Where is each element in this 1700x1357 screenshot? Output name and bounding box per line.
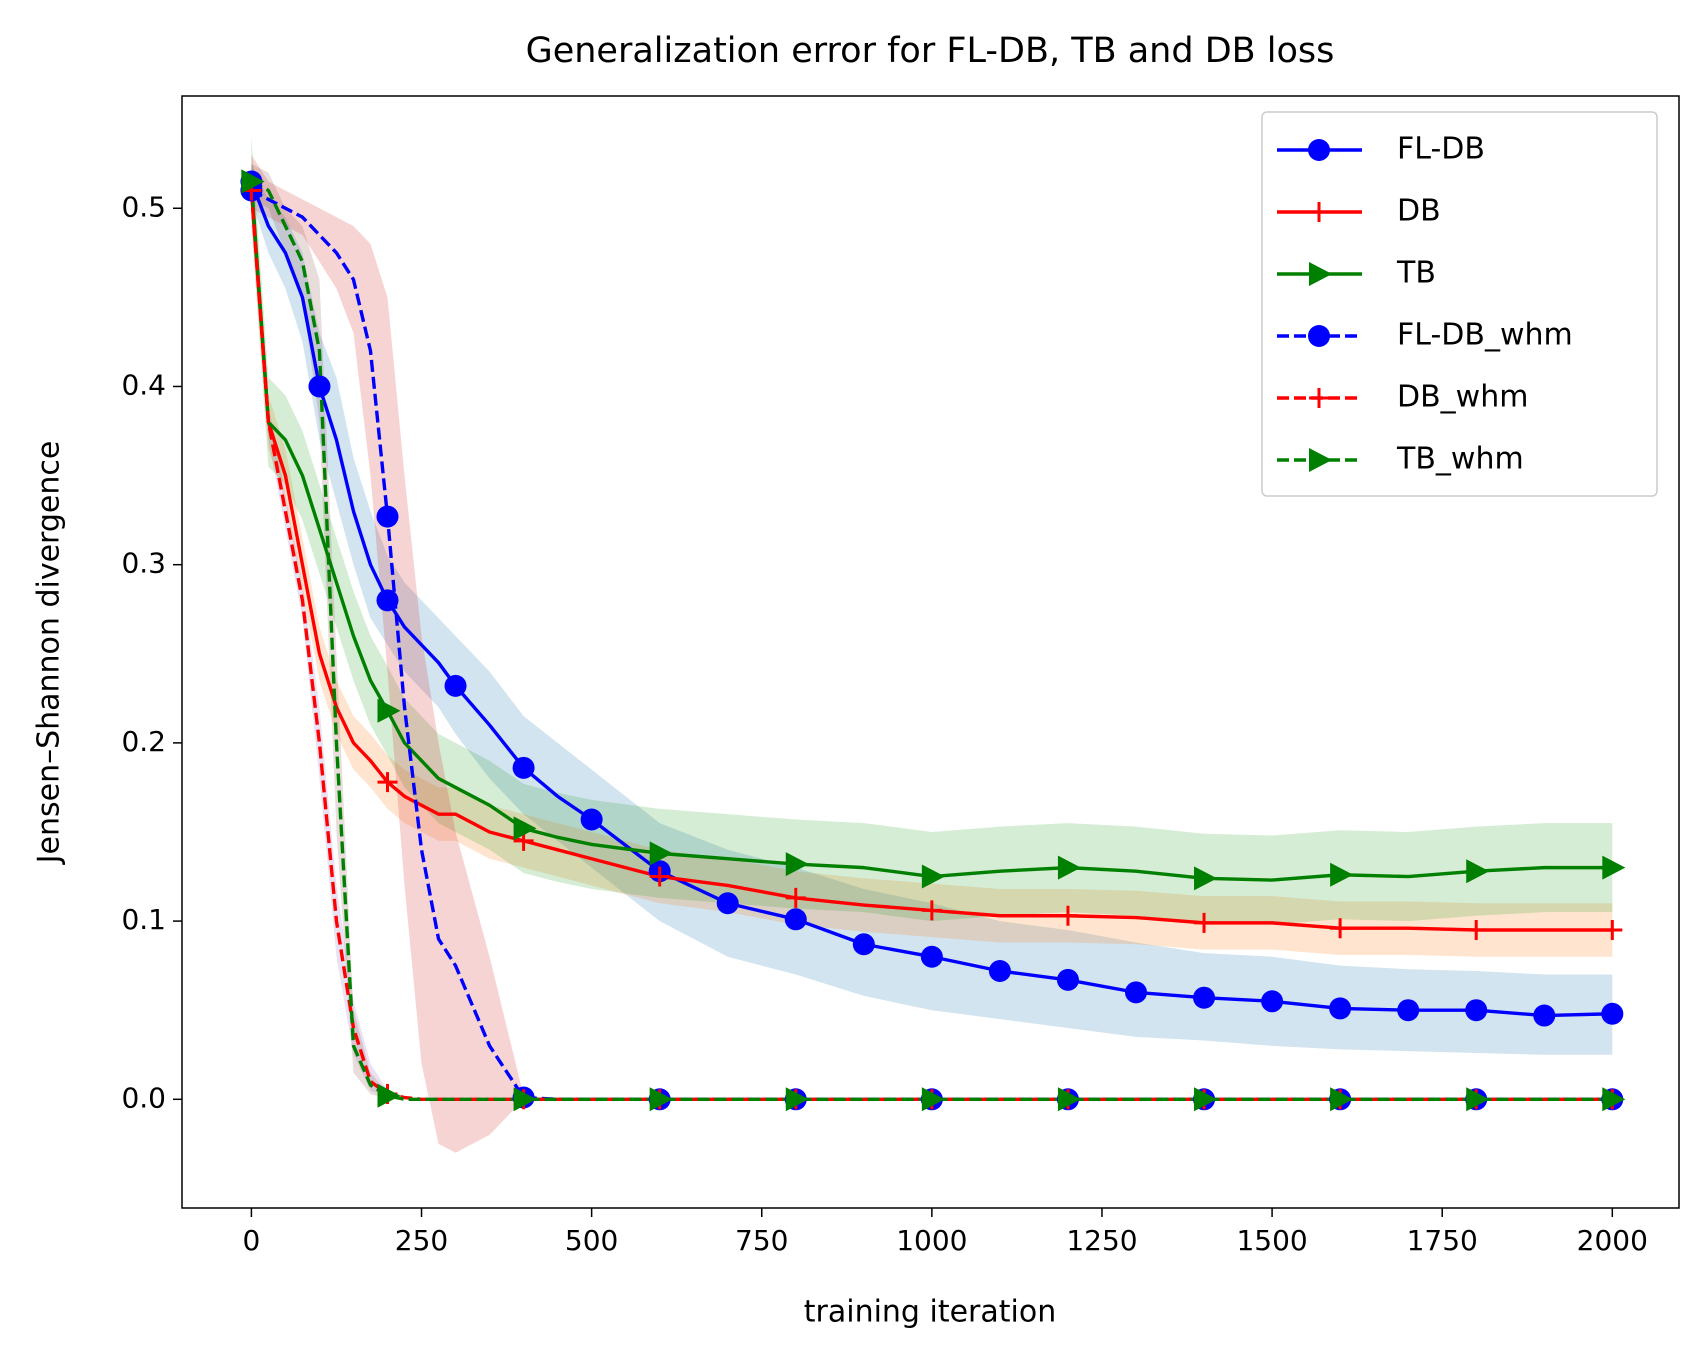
legend-label: FL-DB: [1397, 132, 1485, 167]
marker: [376, 505, 399, 528]
axes-frame: [181, 95, 1680, 1209]
y-tick-label: 0.4: [121, 368, 166, 401]
x-tick-label: 2000: [1577, 1224, 1648, 1257]
marker: [444, 674, 467, 697]
legend-marker: [1308, 325, 1330, 347]
marker: [784, 908, 807, 931]
legend-label: DB_whm: [1397, 380, 1528, 415]
legend-marker: [1309, 448, 1332, 472]
marker: [716, 892, 739, 915]
legend-marker: [1309, 262, 1332, 286]
marker: [649, 841, 673, 866]
marker: [513, 816, 537, 841]
marker: [1330, 1087, 1354, 1112]
y-tick-label: 0.5: [121, 190, 166, 223]
x-tick-label: 250: [395, 1224, 448, 1257]
plot-area: [240, 136, 1626, 1153]
legend-marker: [1308, 139, 1330, 161]
legend-label: TB_whm: [1396, 442, 1524, 477]
x-tick-label: 500: [565, 1224, 618, 1257]
marker: [785, 852, 809, 877]
marker: [1602, 855, 1626, 880]
marker: [852, 933, 875, 956]
series-line: [249, 181, 1613, 882]
marker: [921, 900, 942, 921]
marker: [1194, 912, 1215, 933]
marker: [921, 864, 945, 889]
legend-label: DB: [1397, 194, 1441, 229]
marker: [1056, 968, 1079, 991]
marker: [1124, 981, 1147, 1004]
y-tick-label: 0.2: [121, 725, 166, 758]
series-line: [250, 180, 1613, 1101]
series-line: [249, 190, 1613, 932]
marker: [1466, 920, 1487, 940]
y-tick-label: 0.0: [121, 1081, 166, 1114]
confidence-band: [251, 136, 1613, 925]
legend-box: [1261, 111, 1658, 497]
x-tick-label: 0: [242, 1224, 260, 1257]
marker: [1602, 920, 1623, 940]
marker: [1533, 1004, 1556, 1027]
marker: [1466, 1087, 1490, 1112]
marker: [1194, 866, 1218, 891]
marker: [988, 959, 1011, 982]
marker: [1194, 1087, 1218, 1112]
marker: [1057, 905, 1078, 926]
y-tick-label: 0.1: [121, 903, 166, 936]
confidence-band: [251, 163, 1613, 1055]
marker: [1330, 862, 1354, 887]
x-tick-label: 1750: [1407, 1224, 1478, 1257]
x-axis-label: training iteration: [804, 1295, 1057, 1330]
marker: [920, 945, 943, 968]
marker: [649, 1087, 673, 1112]
marker: [513, 1087, 537, 1112]
marker: [921, 1087, 945, 1112]
marker: [649, 866, 670, 887]
marker: [1193, 986, 1216, 1009]
x-tick-label: 1500: [1236, 1224, 1307, 1257]
marker: [376, 589, 399, 612]
marker: [1057, 1087, 1081, 1112]
marker: [1261, 990, 1284, 1013]
marker: [1330, 918, 1351, 939]
legend-marker: [1309, 388, 1329, 408]
marker: [785, 1087, 809, 1112]
marker: [1329, 997, 1352, 1020]
y-tick-label: 0.3: [121, 547, 166, 580]
legend-label: FL-DB_whm: [1397, 318, 1573, 353]
marker: [241, 169, 265, 194]
marker: [377, 698, 401, 723]
marker: [512, 756, 535, 779]
marker: [377, 772, 398, 793]
marker: [1602, 1087, 1626, 1112]
marker: [308, 375, 331, 398]
x-tick-label: 1250: [1066, 1224, 1137, 1257]
y-axis-label: Jensen–Shannon divergence: [32, 441, 67, 866]
marker: [1397, 999, 1420, 1022]
marker: [1465, 999, 1488, 1022]
marker: [1601, 1002, 1624, 1025]
marker: [785, 887, 806, 908]
marker: [1466, 859, 1490, 884]
legend-marker: [1309, 202, 1329, 222]
x-tick-label: 750: [735, 1224, 788, 1257]
legend-label: TB: [1396, 256, 1436, 291]
marker: [377, 1083, 401, 1108]
chart-title: Generalization error for FL-DB, TB and D…: [526, 31, 1335, 71]
series-line: [249, 180, 1613, 1018]
marker: [580, 808, 603, 831]
x-tick-label: 1000: [896, 1224, 967, 1257]
marker: [1057, 855, 1081, 880]
